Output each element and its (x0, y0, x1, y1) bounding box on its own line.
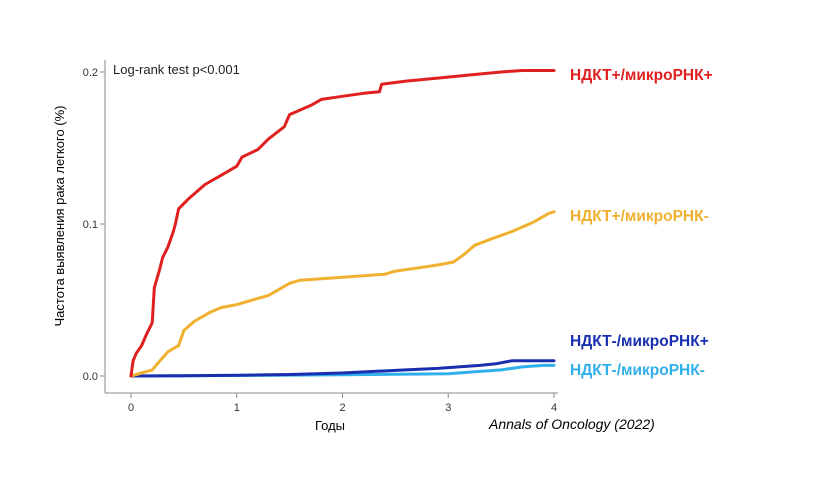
x-tick-label: 1 (234, 402, 240, 414)
log-rank-annotation: Log-rank test p<0.001 (113, 62, 240, 77)
series-label: НДКТ-/микроРНК- (570, 362, 705, 379)
y-tick-label: 0.1 (83, 219, 98, 231)
series-label: НДКТ+/микроРНК+ (570, 67, 713, 84)
series-label: НДКТ+/микроРНК- (570, 208, 709, 225)
y-axis-label: Частота выявления рака легкого (%) (52, 105, 67, 326)
series-line (129, 359, 556, 378)
series-line (129, 69, 556, 378)
series-line (129, 210, 556, 378)
x-tick-label: 2 (339, 402, 345, 414)
x-tick-label: 0 (128, 402, 134, 414)
chart-axes: 0.0 0.1 0.2 0 1 2 3 4 (83, 60, 558, 414)
citation-text: Annals of Oncology (2022) (488, 416, 655, 432)
series-label: НДКТ-/микроРНК+ (570, 333, 709, 350)
x-tick-label: 4 (551, 402, 557, 414)
x-axis-label: Годы (315, 418, 345, 433)
x-tick-label: 3 (445, 402, 451, 414)
series-labels: НДКТ+/микроРНК+ НДКТ+/микроРНК- НДКТ-/микр… (570, 67, 713, 379)
plot-area (129, 69, 556, 378)
y-tick-label: 0.2 (83, 67, 98, 79)
y-tick-label: 0.0 (83, 371, 98, 383)
